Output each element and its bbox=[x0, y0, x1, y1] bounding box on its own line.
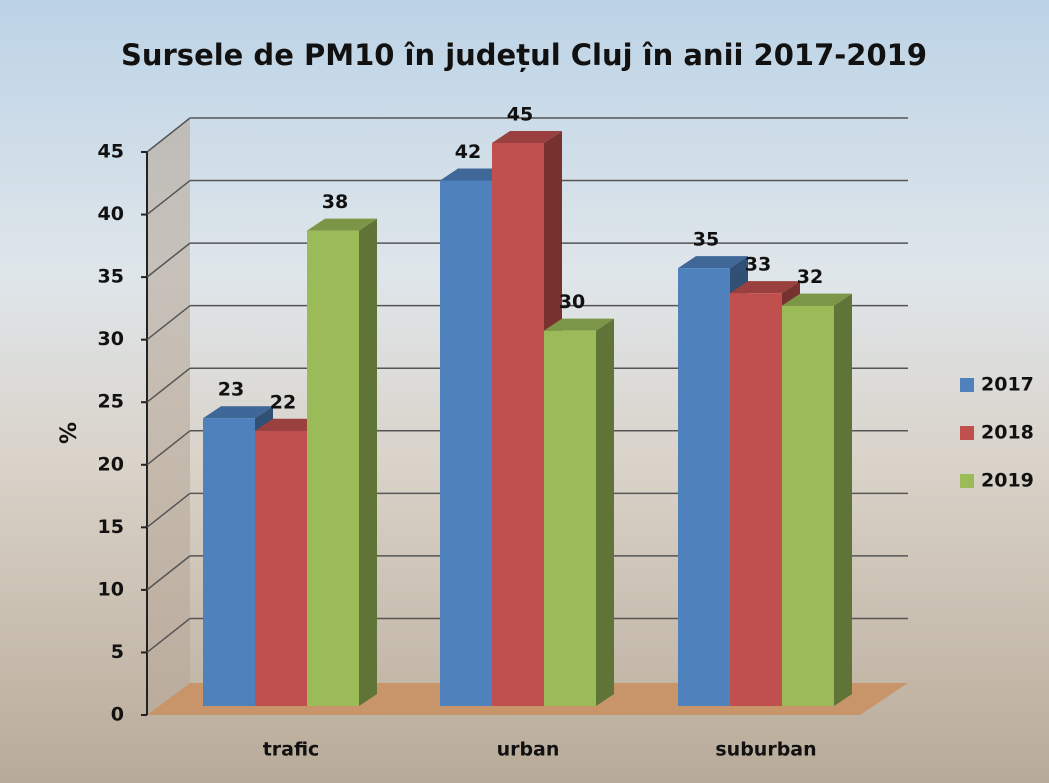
bar-top bbox=[782, 293, 852, 306]
bar bbox=[544, 330, 596, 706]
bar-side bbox=[596, 318, 614, 706]
bar bbox=[678, 268, 730, 706]
value-label: 32 bbox=[797, 266, 823, 288]
y-axis-label: % bbox=[57, 422, 82, 444]
value-label: 35 bbox=[693, 229, 719, 251]
y-tick-label: 20 bbox=[98, 453, 124, 475]
legend-label: 2017 bbox=[981, 374, 1034, 396]
chart-title: Sursele de PM10 în județul Cluj în anii … bbox=[121, 38, 927, 72]
bar bbox=[782, 305, 834, 706]
y-tick-label: 35 bbox=[98, 266, 124, 288]
y-tick-label: 5 bbox=[111, 641, 124, 663]
y-tick-label: 0 bbox=[111, 704, 124, 726]
y-tick-label: 15 bbox=[98, 516, 124, 538]
legend-swatch bbox=[960, 378, 974, 392]
legend-label: 2018 bbox=[981, 422, 1034, 444]
bar-side bbox=[834, 293, 852, 706]
x-tick-label: suburban bbox=[715, 739, 816, 761]
y-tick-label: 25 bbox=[98, 391, 124, 413]
bar bbox=[255, 430, 307, 706]
legend-swatch bbox=[960, 426, 974, 440]
bar bbox=[492, 143, 544, 706]
value-label: 33 bbox=[745, 254, 771, 276]
grid-line-side bbox=[146, 242, 191, 278]
value-label: 23 bbox=[218, 379, 244, 401]
value-label: 30 bbox=[559, 291, 585, 313]
legend-swatch bbox=[960, 474, 974, 488]
y-tick-label: 40 bbox=[98, 203, 124, 225]
bar bbox=[730, 293, 782, 706]
value-label: 22 bbox=[270, 391, 296, 413]
bar-top bbox=[492, 131, 562, 143]
grid-line-side bbox=[146, 492, 191, 528]
value-label: 42 bbox=[455, 141, 481, 163]
y-tick-label: 30 bbox=[98, 328, 124, 350]
grid-line-side bbox=[146, 555, 191, 591]
y-tick-label: 10 bbox=[98, 578, 124, 600]
value-label: 38 bbox=[322, 191, 348, 213]
grid-line-side bbox=[146, 430, 191, 466]
legend-label: 2019 bbox=[981, 470, 1034, 492]
grid-line-side bbox=[146, 179, 191, 216]
bar bbox=[203, 418, 255, 706]
grid-line-side bbox=[146, 617, 191, 654]
grid-line-side bbox=[146, 367, 191, 403]
bar-top bbox=[678, 256, 748, 269]
x-tick-label: trafic bbox=[263, 739, 320, 761]
bar bbox=[440, 180, 492, 707]
bar-top bbox=[544, 318, 614, 331]
y-tick-label: 45 bbox=[98, 141, 124, 163]
bar-top bbox=[307, 218, 377, 231]
bar bbox=[307, 230, 359, 707]
bar-top bbox=[730, 281, 800, 294]
x-tick-label: urban bbox=[497, 739, 560, 761]
side-wall bbox=[147, 118, 190, 715]
bar-top bbox=[203, 406, 273, 419]
bar-side bbox=[359, 218, 377, 707]
value-label: 45 bbox=[507, 104, 533, 126]
grid-line-side bbox=[146, 305, 191, 341]
grid-line-side bbox=[146, 117, 191, 153]
